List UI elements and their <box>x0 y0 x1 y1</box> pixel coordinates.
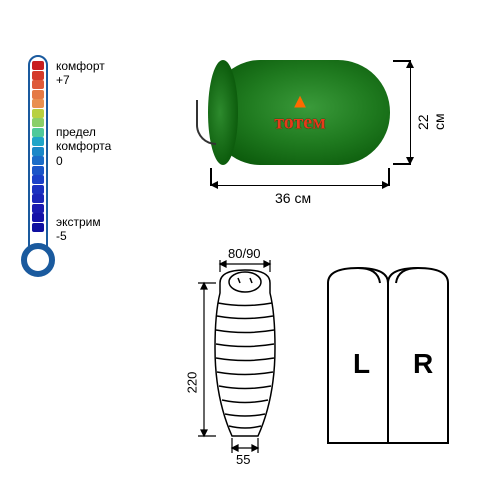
sack-logo: ▲ тотем <box>274 91 326 134</box>
thermo-segment <box>32 99 44 108</box>
limit-name2: комфорта <box>56 139 111 153</box>
tick <box>388 168 390 186</box>
mummy-hood <box>229 272 261 292</box>
thermo-segment <box>32 90 44 99</box>
thermo-segment <box>32 137 44 146</box>
thermo-segment <box>32 194 44 203</box>
thermometer: комфорт +7 предел комфорта 0 экстрим -5 <box>28 55 48 250</box>
extreme-value: -5 <box>56 229 67 243</box>
thermometer-tube <box>28 55 48 250</box>
height-label: 22 см <box>415 113 447 130</box>
height-dim-line <box>410 60 411 165</box>
stuff-sack: ▲ тотем <box>210 60 390 165</box>
thermo-segment <box>32 71 44 80</box>
extreme-label: экстрим -5 <box>56 215 101 244</box>
mummy-top-width: 80/90 <box>228 246 261 261</box>
thermo-segment <box>32 118 44 127</box>
stuff-sack-diagram: ▲ тотем 36 см 22 см <box>210 60 390 165</box>
thermo-segment <box>32 109 44 118</box>
brand-text: тотем <box>274 111 326 134</box>
mummy-height: 220 <box>184 372 199 394</box>
thermo-segment <box>32 156 44 165</box>
thermo-segment <box>32 185 44 194</box>
tick <box>393 60 411 62</box>
tick <box>393 163 411 165</box>
thermo-segment <box>32 223 44 232</box>
mummy-outline <box>215 270 275 436</box>
lr-diagram: L R <box>318 258 468 458</box>
comfort-value: +7 <box>56 73 70 87</box>
mummy-bottom-width: 55 <box>236 452 250 467</box>
limit-value: 0 <box>56 154 63 168</box>
sack-cord <box>196 100 216 145</box>
limit-name1: предел <box>56 125 96 139</box>
tick <box>210 168 212 186</box>
width-dim-line <box>210 185 390 186</box>
limit-label: предел комфорта 0 <box>56 125 111 168</box>
comfort-name: комфорт <box>56 59 105 73</box>
thermo-segment <box>32 175 44 184</box>
thermo-segment <box>32 166 44 175</box>
thermo-segment <box>32 61 44 70</box>
mummy-diagram <box>190 258 310 458</box>
flame-icon: ▲ <box>274 91 326 111</box>
width-label: 36 см <box>275 190 311 206</box>
comfort-label: комфорт +7 <box>56 59 105 88</box>
thermo-segment <box>32 204 44 213</box>
thermo-segment <box>32 128 44 137</box>
thermo-segment <box>32 147 44 156</box>
thermo-segment <box>32 213 44 222</box>
thermo-segment <box>32 80 44 89</box>
thermometer-bulb <box>21 243 55 277</box>
extreme-name: экстрим <box>56 215 101 229</box>
l-letter: L <box>353 348 370 379</box>
r-letter: R <box>413 348 433 379</box>
